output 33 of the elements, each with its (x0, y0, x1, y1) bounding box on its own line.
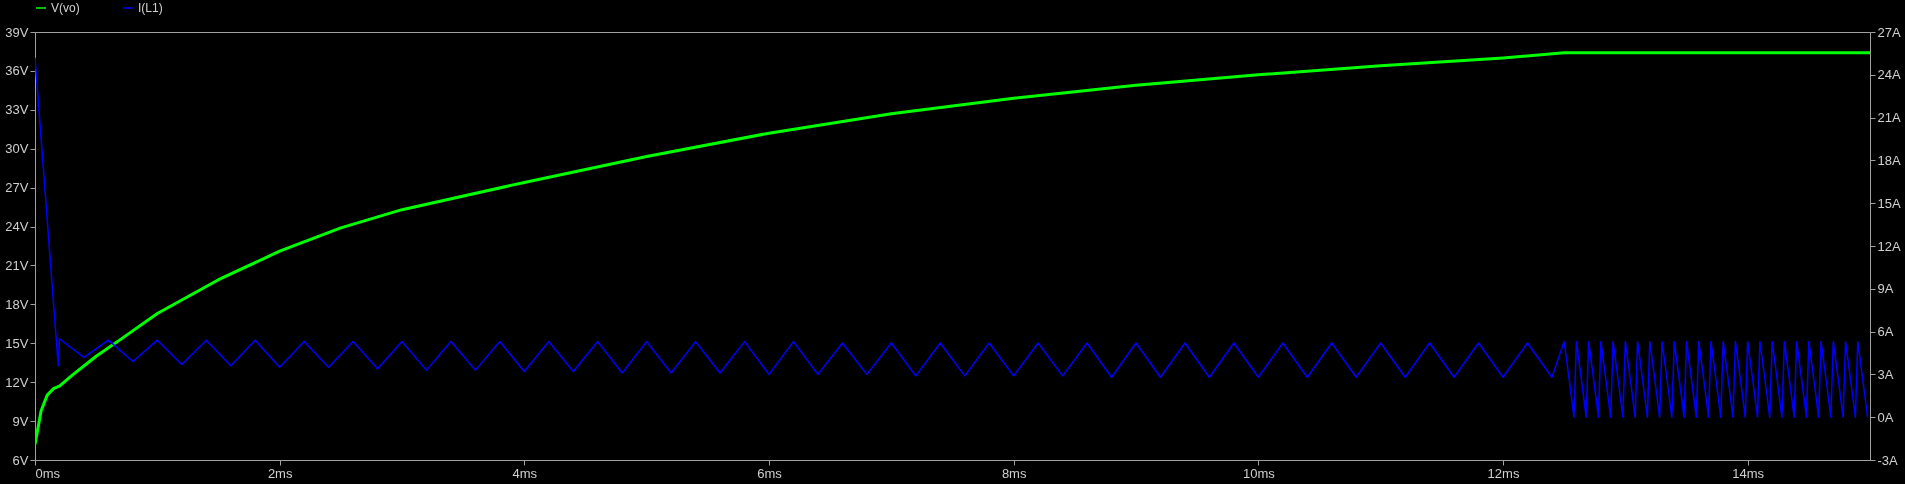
y2-tick-label: 3A (1877, 366, 1894, 382)
x-tick-label: 10ms (1242, 465, 1276, 481)
y-tick-label: 30V (5, 141, 29, 157)
x-tick-label: 14ms (1732, 465, 1765, 481)
x-tick-label: 4ms (512, 465, 538, 481)
y-tick-label: 33V (5, 102, 29, 118)
x-tick-label: 0ms (35, 465, 61, 481)
x-tick-label: 12ms (1487, 465, 1520, 481)
y-tick-label: 9V (12, 413, 29, 429)
y2-tick-label: 0A (1877, 409, 1894, 425)
y2-tick-label: 12A (1877, 238, 1901, 254)
x-tick-label: 2ms (267, 465, 293, 481)
y2-tick-label: -3A (1877, 452, 1899, 468)
y-tick-label: 6V (12, 452, 29, 468)
y-tick-label: 15V (5, 335, 29, 351)
y2-tick-label: 27A (1877, 24, 1901, 40)
y2-tick-label: 15A (1877, 195, 1901, 211)
y2-tick-label: 9A (1877, 281, 1894, 297)
x-tick-label: 6ms (757, 465, 783, 481)
y2-tick-label: 6A (1877, 324, 1894, 340)
y-tick-label: 39V (5, 24, 29, 40)
y-tick-label: 12V (5, 374, 29, 390)
y-tick-label: 36V (5, 63, 29, 79)
y-tick-label: 27V (5, 180, 29, 196)
x-tick-label: 8ms (1001, 465, 1027, 481)
legend-label: V(vo) (51, 1, 80, 15)
y2-tick-label: 21A (1877, 110, 1901, 126)
y-tick-label: 24V (5, 219, 29, 235)
y2-tick-label: 24A (1877, 67, 1901, 83)
legend-label: I(L1) (138, 1, 163, 15)
y-tick-label: 21V (5, 257, 29, 273)
y-tick-label: 18V (5, 296, 29, 312)
y2-tick-label: 18A (1877, 152, 1901, 168)
